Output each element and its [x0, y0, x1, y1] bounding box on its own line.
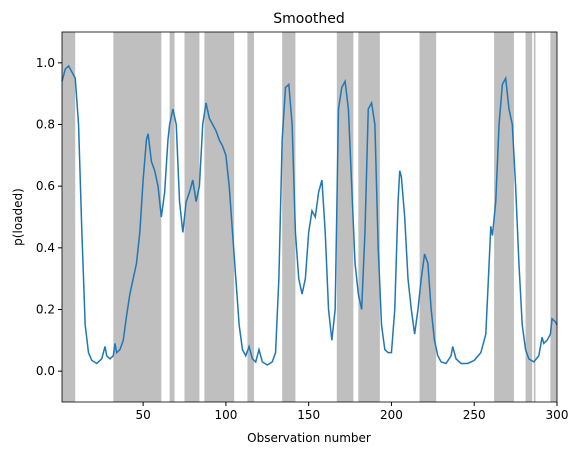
- shaded-span: [533, 32, 536, 402]
- chart-title: Smoothed: [273, 11, 345, 27]
- x-tick-label: 250: [463, 408, 486, 422]
- x-tick-label: 100: [214, 408, 237, 422]
- shaded-span: [184, 32, 200, 402]
- y-tick-label: 0.0: [36, 364, 55, 378]
- x-axis-label: Observation number: [247, 431, 371, 445]
- y-tick-label: 0.8: [36, 118, 55, 132]
- shaded-span: [525, 32, 533, 402]
- line: [61, 64, 558, 366]
- x-tick-label: 200: [380, 408, 403, 422]
- plot-frame: [61, 31, 558, 403]
- y-tick-label: 0.2: [36, 303, 55, 317]
- shaded-span: [113, 32, 162, 402]
- shaded-span: [494, 32, 514, 402]
- shaded-span: [169, 32, 175, 402]
- shaded-span: [204, 32, 235, 402]
- x-tick-label: 50: [135, 408, 150, 422]
- shaded-span: [62, 32, 76, 402]
- y-tick-label: 0.6: [36, 179, 55, 193]
- x-tick-label: 300: [546, 408, 569, 422]
- y-tick-label: 0.4: [36, 241, 55, 255]
- shaded-span: [550, 32, 557, 402]
- shaded-span: [247, 32, 255, 402]
- x-tick-label: 150: [297, 408, 320, 422]
- shaded-span: [419, 32, 437, 402]
- y-tick-label: 1.0: [36, 56, 55, 70]
- y-axis-label: p(loaded): [11, 188, 25, 246]
